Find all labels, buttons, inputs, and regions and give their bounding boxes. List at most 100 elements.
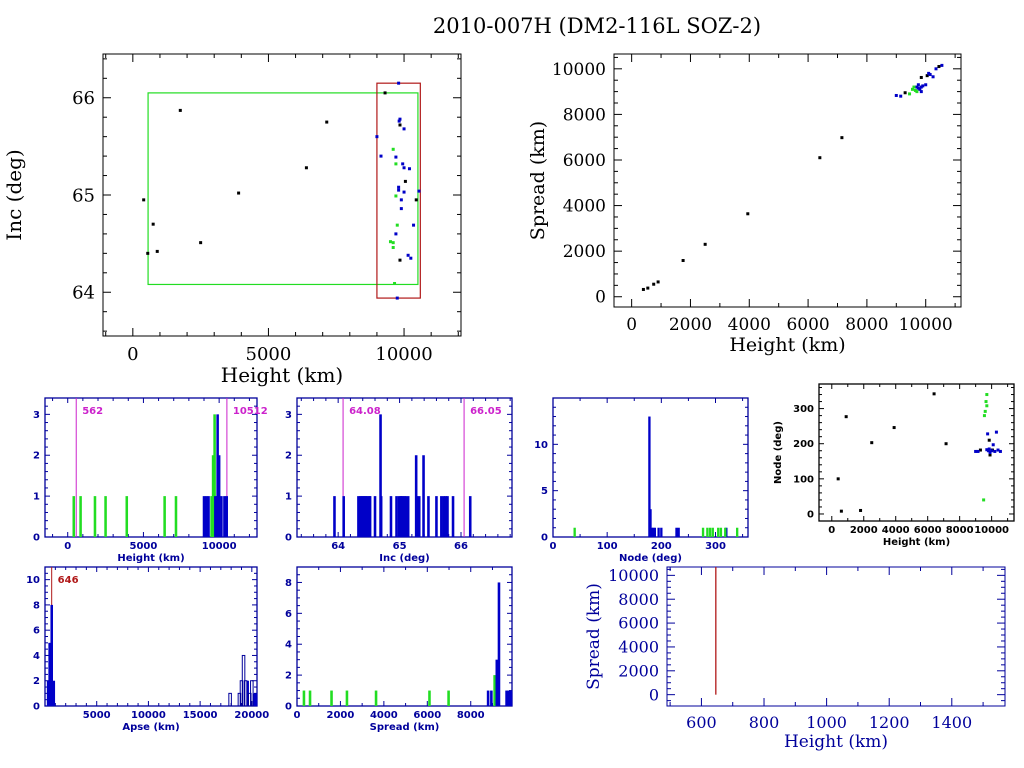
data-point	[894, 93, 898, 97]
y-tick-label: 4000	[618, 638, 659, 657]
data-point	[983, 409, 987, 413]
data-point	[379, 154, 383, 158]
data-point	[656, 280, 660, 284]
y-tick-label: 0	[285, 533, 292, 544]
histogram-bar	[440, 496, 443, 537]
plot-frame	[102, 53, 462, 337]
y-axis-label: Spread (km)	[584, 583, 604, 690]
series-black	[836, 392, 994, 513]
data-point	[934, 67, 938, 71]
series-green	[72, 414, 218, 537]
data-point	[155, 249, 159, 253]
data-point	[994, 430, 998, 434]
y-tick-label: 64	[72, 283, 95, 304]
y-tick-label: 2	[285, 671, 292, 682]
data-point	[998, 449, 1002, 453]
series-black	[142, 91, 418, 262]
data-point	[978, 448, 982, 452]
data-point	[916, 83, 920, 87]
x-axis-label: Height (km)	[117, 553, 184, 564]
x-tick-label: 4000	[882, 525, 910, 536]
x-tick-label: 10000	[375, 344, 432, 365]
x-axis-label: Height (km)	[729, 334, 845, 356]
x-tick-label: 10000	[202, 541, 237, 552]
x-axis-label: Height (km)	[784, 732, 888, 752]
x-tick-label: 800	[749, 713, 780, 732]
data-point	[394, 194, 398, 198]
y-tick-label: 2	[285, 451, 292, 462]
x-axis-label: Apse (km)	[122, 722, 179, 733]
data-point	[401, 162, 405, 166]
x-tick-label: 0	[64, 541, 71, 552]
data-point	[325, 120, 329, 124]
x-tick-label: 66	[454, 541, 468, 552]
histogram-bar	[204, 496, 208, 537]
y-tick-label: 65	[72, 185, 95, 206]
y-tick-label: 10	[26, 575, 40, 586]
y-tick-label: 1	[33, 492, 40, 503]
y-axis-label: Spread (km)	[527, 121, 549, 240]
data-point	[388, 240, 392, 244]
y-tick-label: 0	[807, 509, 814, 520]
series-blue	[202, 414, 228, 537]
histogram-bar	[401, 496, 404, 537]
data-point	[397, 81, 401, 85]
y-tick-label: 4	[33, 651, 40, 662]
histogram-bar	[389, 496, 393, 537]
histogram-bar	[163, 496, 166, 537]
x-tick-label: 10000	[974, 525, 1009, 536]
y-tick-label: 0	[285, 702, 292, 713]
data-point	[985, 393, 989, 397]
histogram-bar	[706, 527, 709, 537]
data-point	[681, 259, 685, 263]
y-tick-label: 100	[793, 474, 814, 485]
series-green	[302, 675, 496, 706]
data-point	[402, 127, 406, 131]
data-point	[903, 91, 907, 95]
chart-node-hist: 0 100 200 300 0 5 10 Node (deg)	[534, 397, 749, 564]
data-point	[178, 108, 182, 112]
data-point	[984, 400, 988, 404]
data-point	[397, 185, 401, 189]
x-tick-label: 20000	[234, 710, 269, 721]
data-point	[391, 246, 395, 250]
series-blue	[648, 416, 728, 537]
histogram-bar	[373, 496, 377, 537]
data-point	[199, 241, 203, 245]
data-point	[987, 447, 991, 451]
histogram-bar	[302, 690, 306, 706]
histogram-bar	[509, 690, 513, 706]
data-point	[990, 449, 994, 453]
data-point	[892, 426, 896, 430]
x-tick-label: 1400	[931, 713, 972, 732]
y-tick-label: 10000	[552, 60, 606, 80]
x-axis-label: Inc (deg)	[379, 553, 430, 564]
chart-spread-vs-height: 0 2000 4000 6000 8000 10000 0 2000 4000 6000 8000 1…	[527, 53, 962, 356]
data-point	[397, 119, 401, 123]
y-tick-label: 3	[285, 410, 292, 421]
histogram-bar	[50, 604, 53, 706]
series-outline	[228, 654, 254, 707]
x-tick-label: 6000	[413, 710, 441, 721]
data-point	[391, 147, 395, 151]
data-point	[304, 166, 308, 170]
histogram-bar	[254, 693, 258, 706]
x-axis-label: Node (deg)	[619, 553, 682, 564]
x-tick-label: 6000	[786, 315, 829, 335]
series-blue	[974, 430, 1002, 454]
histogram-bar	[330, 690, 333, 706]
y-axis-label: Inc (deg)	[2, 149, 26, 240]
x-tick-label: 64	[331, 541, 345, 552]
histogram-bar	[333, 496, 336, 537]
x-tick-label: 8000	[845, 315, 888, 335]
histogram-bar	[444, 496, 447, 537]
data-point	[391, 241, 395, 245]
data-point	[383, 91, 387, 95]
histogram-bar	[220, 496, 223, 537]
histogram-bar	[660, 527, 663, 537]
data-point	[409, 256, 413, 260]
data-point	[399, 198, 403, 202]
data-point	[986, 449, 990, 453]
x-tick-label: 10000	[131, 710, 166, 721]
